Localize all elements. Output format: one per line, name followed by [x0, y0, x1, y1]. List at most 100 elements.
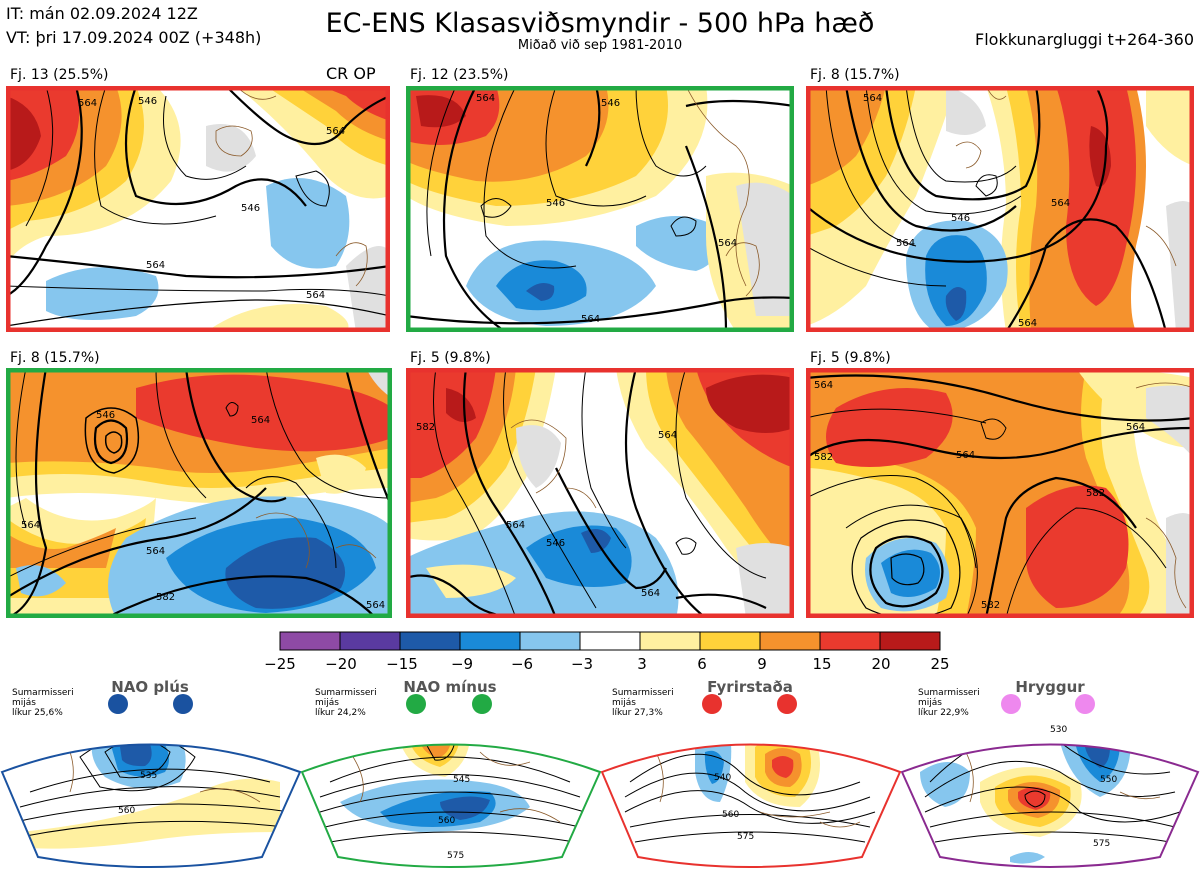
- contour-labels: 564 546 546 564 564: [476, 93, 737, 325]
- colorbar-swatch: [579, 631, 641, 651]
- contour-label: 546: [96, 410, 115, 421]
- panel-border: [406, 86, 794, 332]
- colorbar-tick: 9: [757, 655, 767, 673]
- colorbar-tick: −25: [264, 655, 296, 673]
- note-line: líkur 27,3%: [612, 708, 663, 718]
- colorbar-swatch: [339, 631, 401, 651]
- note-line: líkur 25,6%: [12, 708, 63, 718]
- contour-label: 564: [21, 520, 40, 531]
- colorbar-swatch: [399, 631, 461, 651]
- regime-title-ridge: Hryggur: [1015, 678, 1085, 696]
- colorbar-swatch: [279, 631, 341, 651]
- height-contours: [406, 368, 767, 618]
- contour-label: 564: [896, 238, 915, 249]
- contour-label: 546: [601, 98, 620, 109]
- contour-label: 564: [326, 126, 345, 137]
- contour-label: 560: [722, 810, 739, 820]
- regime-note-nao-minus: Sumarmisseri mijás líkur 24,2%: [315, 688, 377, 718]
- note-line: Sumarmisseri: [612, 688, 674, 698]
- coastlines: [1135, 382, 1194, 609]
- contour-label: 564: [581, 314, 600, 325]
- colorbar-tick: 15: [812, 655, 832, 673]
- regime-note-blocking: Sumarmisseri mijás líkur 27,3%: [612, 688, 674, 718]
- panel-4-label: Fj. 8 (15.7%): [10, 350, 100, 366]
- contour-label: 564: [78, 98, 97, 109]
- contour-label: 546: [241, 203, 260, 214]
- cluster-panel-1: 564 546 564 564 546 564: [6, 86, 390, 332]
- contour-label: 564: [658, 430, 677, 441]
- cluster-map-1: 564 546 564 564 546 564: [6, 86, 390, 332]
- contour-label: 575: [1093, 839, 1110, 849]
- panel-border: [806, 368, 1194, 618]
- contour-label: 545: [453, 775, 470, 785]
- height-contours: [806, 86, 1168, 332]
- regime-title-blocking: Fyrirstaða: [707, 678, 793, 696]
- panel-3-label: Fj. 8 (15.7%): [810, 67, 900, 83]
- contour-labels: 564 546 564 564 564: [863, 93, 1070, 329]
- contour-label: 535: [140, 771, 157, 781]
- contour-label: 564: [956, 450, 975, 461]
- page-subtitle: Miðað við sep 1981-2010: [517, 38, 683, 53]
- nao-minus-border: [300, 743, 602, 868]
- contour-labels: 582 546 564 564 564: [416, 422, 677, 599]
- contour-label: 564: [718, 238, 737, 249]
- nao-minus-map: [302, 744, 600, 867]
- anomaly-shading: [6, 368, 392, 618]
- panel-border: [806, 86, 1194, 332]
- anomaly-shading: [406, 86, 794, 332]
- colorbar-tick: 20: [871, 655, 891, 673]
- cluster-map-3: 564 546 564 564 564: [806, 86, 1194, 332]
- contour-labels: 564 582 564 564 582 582: [814, 380, 1145, 611]
- initial-time: IT: mán 02.09.2024 12Z: [6, 4, 198, 23]
- regime-strip: 535 560 545 560 575 540 560 575 530 550 …: [0, 672, 1200, 871]
- contour-label: 582: [981, 600, 1000, 611]
- regime-dot: [472, 694, 492, 714]
- contour-label: 564: [476, 93, 495, 104]
- contour-label: 564: [641, 588, 660, 599]
- anomaly-shading: [806, 86, 1194, 332]
- page-title: EC-ENS Klasasviðsmyndir - 500 hPa hæð: [325, 8, 875, 39]
- contour-label: 564: [1126, 422, 1145, 433]
- contour-labels: 564 546 564 564 546 564: [78, 96, 345, 301]
- colorbar-swatch: [819, 631, 881, 651]
- note-line: mijás: [315, 698, 339, 708]
- panel-5-label: Fj. 5 (9.8%): [410, 350, 491, 366]
- note-line: Sumarmisseri: [918, 688, 980, 698]
- regime-dot: [777, 694, 797, 714]
- regime-dot: [1075, 694, 1095, 714]
- colorbar-tick: −20: [325, 655, 357, 673]
- contour-label: 564: [366, 600, 385, 611]
- regime-note-nao-plus: Sumarmisseri mijás líkur 25,6%: [12, 688, 74, 718]
- cluster-map-6: 564 582 564 564 582 582: [806, 368, 1194, 618]
- height-contours: [6, 368, 392, 618]
- contour-label: 564: [251, 415, 270, 426]
- ridge-map: [902, 744, 1198, 867]
- contour-label: 546: [546, 198, 565, 209]
- contour-label: 564: [146, 260, 165, 271]
- regime-maps: 535 560 545 560 575 540 560 575 530 550 …: [0, 694, 1200, 868]
- contour-label: 582: [1086, 488, 1105, 499]
- contour-label: 546: [951, 213, 970, 224]
- colorbar-swatch: [759, 631, 821, 651]
- contour-label: 564: [1018, 318, 1037, 329]
- note-line: mijás: [612, 698, 636, 708]
- contour-label: 540: [714, 773, 731, 783]
- contour-label: 564: [306, 290, 325, 301]
- contour-label: 560: [438, 816, 455, 826]
- contour-label: 550: [1100, 775, 1117, 785]
- nao-plus-border: [0, 743, 302, 868]
- contour-label: 582: [416, 422, 435, 433]
- contour-label: 564: [814, 380, 833, 391]
- panel-1-label: Fj. 13 (25.5%): [10, 67, 109, 83]
- colorbar-tick: −6: [510, 655, 534, 673]
- anomaly-shading: [806, 368, 1194, 618]
- contour-label: 560: [118, 806, 135, 816]
- contour-label: 564: [146, 546, 165, 557]
- contour-label: 564: [863, 93, 882, 104]
- height-contours: [6, 86, 390, 327]
- colorbar-swatch: [639, 631, 701, 651]
- regime-title-nao-minus: NAO mínus: [403, 678, 497, 696]
- colorbar-tick: −9: [450, 655, 474, 673]
- colorbar-tick: 25: [930, 655, 950, 673]
- panel-border: [406, 368, 794, 618]
